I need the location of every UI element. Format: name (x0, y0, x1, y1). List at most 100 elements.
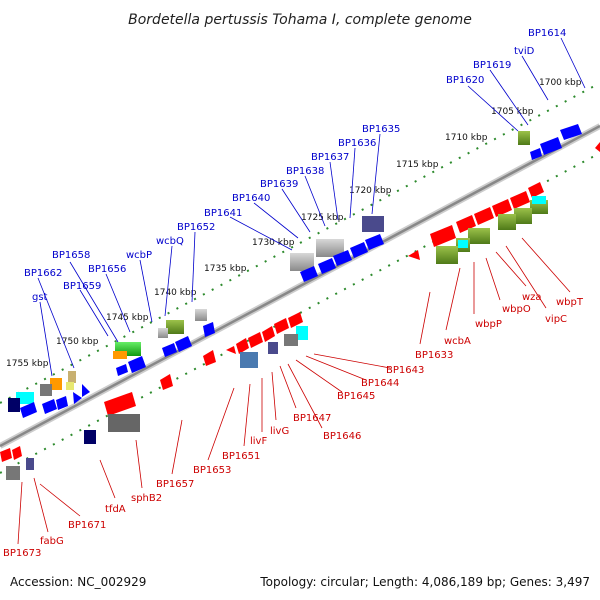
gene-arrow (365, 234, 384, 250)
gene-box (316, 239, 344, 257)
reverse-gene-labels: BP1673 fabG BP1671 tfdA sphB2 BP1657 BP1… (3, 237, 584, 559)
gene-arrow (82, 384, 90, 397)
genome-summary-text: Topology: circular; Length: 4,086,189 bp… (259, 575, 590, 589)
gene-label-BP1637: BP1637 (311, 152, 349, 163)
gene-box (284, 334, 298, 346)
gene-box (518, 131, 530, 145)
backbone (0, 123, 600, 449)
gene-arrow (408, 250, 420, 260)
gene-arrow (116, 364, 128, 376)
gene-box (158, 328, 168, 338)
gene-arrow (274, 318, 289, 334)
gene-label-wbpT: wbpT (556, 297, 584, 308)
gene-box (84, 430, 96, 444)
gene-arrow (333, 250, 352, 266)
gene-label-wbpO: wbpO (502, 304, 531, 315)
tick-label-1700: 1700 kbp (539, 78, 582, 88)
gene-label-BP1651: BP1651 (222, 451, 260, 462)
gene-label-BP1620: BP1620 (446, 75, 484, 86)
gene-arrow (530, 148, 542, 160)
gene-label-BP1635: BP1635 (362, 124, 400, 135)
gene-arrow (492, 199, 512, 217)
reverse-features (0, 142, 600, 480)
gene-arrow (456, 215, 476, 233)
forward-ruler (0, 82, 600, 404)
gene-label-gst: gst (32, 292, 48, 303)
gene-arrow (175, 336, 192, 352)
gene-label-BP1638: BP1638 (286, 166, 324, 177)
gene-arrow (474, 207, 494, 225)
gene-arrow (248, 332, 263, 348)
gene-label-livF: livF (250, 436, 267, 447)
gene-label-BP1646: BP1646 (323, 431, 361, 442)
gene-box (8, 398, 20, 412)
map-title: Bordetella pertussis Tohama I, complete … (128, 12, 472, 28)
gene-box (166, 320, 184, 334)
gene-label-BP1659: BP1659 (63, 281, 101, 292)
gene-label-vipC: vipC (545, 314, 567, 325)
gene-box (362, 216, 384, 232)
tick-label-1710: 1710 kbp (445, 133, 488, 143)
gene-arrow (73, 392, 82, 404)
gene-arrow (160, 374, 173, 390)
gene-arrow (104, 392, 136, 416)
gene-box (40, 384, 52, 396)
tick-label-1715: 1715 kbp (396, 160, 439, 170)
gene-arrow (288, 312, 303, 328)
gene-label-wbpP: wbpP (475, 319, 502, 330)
gene-box (532, 196, 546, 204)
gene-label-wcbQ: wcbQ (156, 236, 184, 247)
gene-label-BP1656: BP1656 (88, 264, 126, 275)
tick-label-1755: 1755 kbp (6, 359, 49, 369)
gene-label-BP1647: BP1647 (293, 413, 331, 424)
tick-label-1740: 1740 kbp (154, 288, 197, 298)
gene-arrow (540, 137, 562, 155)
accession-text: Accession: NC_002929 (10, 575, 146, 589)
tick-label-1730: 1730 kbp (252, 238, 295, 248)
gene-label-fabG: fabG (40, 536, 64, 547)
gene-arrow (12, 446, 22, 460)
gene-label-BP1636: BP1636 (338, 138, 376, 149)
gene-arrow (430, 225, 456, 247)
gene-arrow (203, 350, 216, 366)
tick-label-1750: 1750 kbp (56, 337, 99, 347)
gene-box (240, 352, 258, 368)
gene-label-livG: livG (270, 426, 289, 437)
gene-box (16, 392, 34, 404)
tick-label-1720: 1720 kbp (349, 186, 392, 196)
gene-arrow (300, 266, 318, 282)
gene-label-BP1652: BP1652 (177, 222, 215, 233)
gene-label-BP1619: BP1619 (473, 60, 511, 71)
gene-label-BP1639: BP1639 (260, 179, 298, 190)
gene-box (268, 342, 278, 354)
gene-box (498, 214, 516, 230)
gene-box (436, 246, 458, 264)
gene-label-tfdA: tfdA (105, 504, 126, 515)
gene-label-BP1641: BP1641 (204, 208, 242, 219)
gene-box (108, 414, 140, 432)
gene-label-BP1671: BP1671 (68, 520, 106, 531)
gene-label-wcbP: wcbP (126, 250, 152, 261)
forward-features (8, 124, 582, 418)
tick-label-1705: 1705 kbp (491, 107, 534, 117)
gene-box (468, 228, 490, 244)
gene-box (68, 371, 76, 383)
gene-label-BP1644: BP1644 (361, 378, 399, 389)
gene-arrow (203, 322, 215, 337)
gene-arrow (510, 191, 530, 209)
gene-arrow (162, 343, 177, 357)
tick-label-1745: 1745 kbp (106, 313, 149, 323)
gene-arrow (226, 346, 236, 354)
gene-label-BP1662: BP1662 (24, 268, 62, 279)
gene-box (50, 378, 62, 390)
gene-box (6, 466, 20, 480)
gene-arrow (528, 182, 544, 198)
gene-label-BP1614: BP1614 (528, 28, 566, 39)
gene-label-BP1645: BP1645 (337, 391, 375, 402)
tick-label-1725: 1725 kbp (301, 213, 344, 223)
gene-label-BP1657: BP1657 (156, 479, 194, 490)
gene-label-BP1673: BP1673 (3, 548, 41, 559)
tick-label-1735: 1735 kbp (204, 264, 247, 274)
gene-box (458, 240, 468, 248)
